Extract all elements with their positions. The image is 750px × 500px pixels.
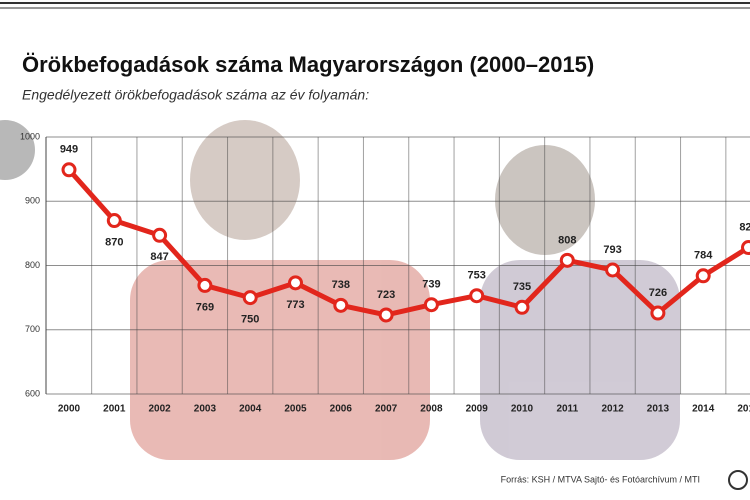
y-tick-label: 900	[25, 196, 40, 206]
point	[559, 252, 575, 268]
x-tick-label: 2003	[194, 404, 217, 415]
point	[469, 288, 485, 304]
point	[242, 290, 258, 306]
source: Forrás: KSH / MTVA Sajtó- és Fotóarchívu…	[501, 474, 700, 484]
x-tick-label: 2015	[737, 404, 750, 415]
x-tick-label: 2012	[601, 404, 624, 415]
value-label: 735	[513, 281, 531, 293]
point	[152, 227, 168, 243]
point	[741, 240, 750, 256]
x-tick-label: 2009	[466, 404, 489, 415]
point	[695, 268, 711, 284]
point	[423, 297, 439, 313]
x-tick-label: 2010	[511, 404, 534, 415]
y-tick-label: 800	[25, 260, 40, 270]
point	[288, 275, 303, 291]
y-tick-label: 1000	[20, 131, 40, 141]
value-label: 750	[241, 314, 259, 326]
chart-title: Örökbefogadások száma Magyarországon (20…	[22, 52, 594, 77]
x-tick-label: 2008	[420, 404, 443, 415]
point	[605, 262, 621, 278]
value-label: 793	[603, 244, 621, 256]
point	[61, 162, 77, 178]
value-label: 753	[468, 270, 486, 282]
value-label: 808	[558, 234, 576, 246]
value-label: 739	[422, 279, 440, 291]
value-label: 828	[739, 221, 750, 233]
x-tick-label: 2007	[375, 404, 398, 415]
point	[514, 299, 530, 315]
x-tick-label: 2013	[647, 404, 670, 415]
y-tick-label: 700	[25, 324, 40, 334]
logo	[728, 470, 748, 490]
point	[333, 297, 349, 313]
point	[650, 305, 666, 321]
value-label: 726	[649, 287, 667, 299]
value-label: 723	[377, 289, 395, 301]
x-tick-label: 2004	[239, 404, 262, 415]
value-label: 847	[150, 251, 168, 263]
x-tick-label: 2014	[692, 404, 715, 415]
background-photo	[0, 120, 680, 460]
line	[67, 168, 750, 318]
x-tick-label: 2002	[148, 404, 171, 415]
point	[378, 307, 394, 323]
y-tick-label: 600	[25, 388, 40, 398]
value-label: 870	[105, 236, 123, 248]
x-tick-label: 2001	[103, 404, 126, 415]
value-label: 769	[196, 301, 214, 313]
plot: 600 700 800 900 1000 2000 2001 2002 2003 2004 2005…	[20, 131, 750, 415]
chart-subtitle: Engedélyezett örökbefogadások száma az é…	[22, 87, 369, 103]
x-tick-label: 2005	[284, 404, 307, 415]
point	[106, 213, 122, 229]
value-label: 738	[332, 279, 350, 291]
value-label: 773	[286, 299, 304, 311]
x-tick-label: 2006	[330, 404, 353, 415]
point	[197, 277, 213, 293]
value-label: 949	[60, 144, 78, 156]
value-label: 784	[694, 250, 713, 262]
x-tick-label: 2000	[58, 404, 81, 415]
x-tick-label: 2011	[556, 404, 578, 415]
